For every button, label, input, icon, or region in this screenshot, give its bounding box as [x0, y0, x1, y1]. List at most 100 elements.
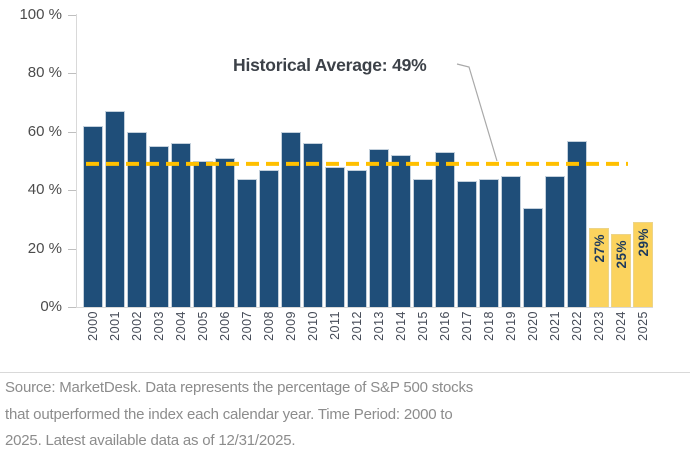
x-label-2013: 2013 — [369, 311, 389, 355]
historical-average-annotation: Historical Average: 49% — [233, 55, 427, 75]
bar-2010 — [303, 143, 323, 307]
bar-2011 — [325, 166, 345, 307]
bar-2014 — [391, 155, 411, 307]
y-tick — [68, 307, 76, 308]
y-tick — [68, 131, 76, 133]
x-label-2010: 2010 — [303, 311, 323, 355]
x-label-text: 2011 — [327, 311, 342, 340]
bar-label-wrap: 25% — [612, 240, 630, 269]
x-label-2001: 2001 — [105, 311, 125, 355]
x-label-text: 2019 — [504, 311, 519, 341]
bar-2018 — [479, 178, 499, 307]
bar-2023: 27% — [589, 228, 609, 307]
x-label-2014: 2014 — [391, 311, 411, 355]
x-label-2007: 2007 — [237, 311, 257, 355]
y-tick-label: 20 % — [27, 239, 62, 257]
source-note-line: 2025. Latest available data as of 12/31/… — [5, 432, 296, 449]
x-label-text: 2002 — [129, 311, 144, 341]
y-axis-line — [76, 14, 77, 308]
bar-2024: 25% — [611, 234, 631, 307]
outperformance-bar-chart: 100 % 80 % 60 % 40 % 20 % 0% 27% 25% 29% Histor… — [19, 6, 653, 355]
bar-2003 — [149, 146, 169, 307]
x-label-2016: 2016 — [435, 311, 455, 355]
y-tick-label: 40 % — [27, 181, 62, 199]
bar-2006 — [215, 158, 235, 307]
x-label-2022: 2022 — [567, 311, 587, 355]
x-label-2025: 2025 — [633, 311, 653, 355]
x-label-text: 2023 — [592, 311, 607, 341]
bar-label-wrap: 27% — [590, 234, 608, 263]
y-tick-label: 60 % — [27, 122, 62, 140]
x-label-text: 2014 — [393, 311, 408, 341]
x-label-2024: 2024 — [611, 311, 631, 355]
bar-2015 — [413, 178, 433, 307]
x-label-text: 2008 — [261, 311, 276, 341]
x-axis-line — [68, 307, 653, 308]
x-label-2005: 2005 — [193, 311, 213, 355]
x-label-2017: 2017 — [457, 311, 477, 355]
x-label-text: 2004 — [173, 311, 188, 341]
x-label-text: 2020 — [526, 311, 541, 341]
bar-2012 — [347, 169, 367, 307]
y-tick-label: 0% — [40, 298, 62, 315]
x-label-text: 2021 — [548, 311, 563, 341]
x-label-text: 2009 — [283, 311, 298, 341]
bar-2005 — [193, 161, 213, 307]
bar-label-wrap: 29% — [634, 228, 652, 257]
source-note-line: that outperformed the index each calenda… — [5, 405, 453, 423]
footer-divider — [0, 372, 690, 373]
bar-2013 — [369, 149, 389, 307]
bar-2009 — [281, 131, 301, 307]
bar-2004 — [171, 143, 191, 307]
x-label-2011: 2011 — [325, 311, 345, 355]
bar-2017 — [457, 181, 477, 307]
x-label-text: 2025 — [636, 311, 651, 341]
x-label-text: 2000 — [85, 311, 100, 341]
x-label-text: 2022 — [570, 311, 585, 341]
x-label-text: 2015 — [415, 311, 430, 341]
bar-value-label: 25% — [613, 240, 629, 269]
x-label-2019: 2019 — [501, 311, 521, 355]
x-label-2009: 2009 — [281, 311, 301, 355]
x-label-2008: 2008 — [259, 311, 279, 355]
bar-2016 — [435, 152, 455, 307]
x-label-2018: 2018 — [479, 311, 499, 355]
x-label-text: 2024 — [614, 311, 629, 341]
x-label-text: 2005 — [195, 311, 210, 341]
x-label-text: 2003 — [151, 311, 166, 341]
y-tick-label: 80 % — [27, 64, 62, 82]
bar-2001 — [105, 111, 125, 307]
x-label-text: 2007 — [239, 311, 254, 341]
x-label-text: 2001 — [107, 311, 122, 341]
x-label-text: 2012 — [349, 311, 364, 341]
y-tick — [68, 15, 76, 16]
x-label-text: 2010 — [305, 311, 320, 341]
bar-value-label: 29% — [635, 228, 651, 257]
y-tick-label: 100 % — [19, 6, 62, 23]
bar-2007 — [237, 178, 257, 307]
x-label-text: 2013 — [371, 311, 386, 341]
x-label-2012: 2012 — [347, 311, 367, 355]
plot-area: 27% 25% 29% — [83, 15, 653, 307]
y-tick — [68, 73, 76, 75]
x-axis-labels: 2000 2001 2002 2003 2004 2005 2006 2007 2008 2009… — [83, 311, 653, 355]
source-note-line: Source: MarketDesk. Data represents the … — [5, 379, 474, 396]
bar-2002 — [127, 131, 147, 307]
x-label-2020: 2020 — [523, 311, 543, 355]
x-label-2015: 2015 — [413, 311, 433, 355]
x-label-2021: 2021 — [545, 311, 565, 355]
bar-2025: 29% — [633, 222, 653, 307]
x-label-2000: 2000 — [83, 311, 103, 355]
bar-2021 — [545, 175, 565, 307]
x-label-text: 2016 — [438, 311, 452, 341]
x-label-2003: 2003 — [149, 311, 169, 355]
x-label-2004: 2004 — [171, 311, 191, 355]
bar-2008 — [259, 169, 279, 307]
x-label-2006: 2006 — [215, 311, 235, 355]
x-label-text: 2018 — [482, 311, 497, 341]
x-label-text: 2017 — [460, 311, 475, 341]
bar-2000 — [83, 125, 103, 307]
bar-value-label: 27% — [591, 234, 607, 263]
x-label-2002: 2002 — [127, 311, 147, 355]
source-note: Source: MarketDesk. Data represents the … — [5, 375, 685, 455]
